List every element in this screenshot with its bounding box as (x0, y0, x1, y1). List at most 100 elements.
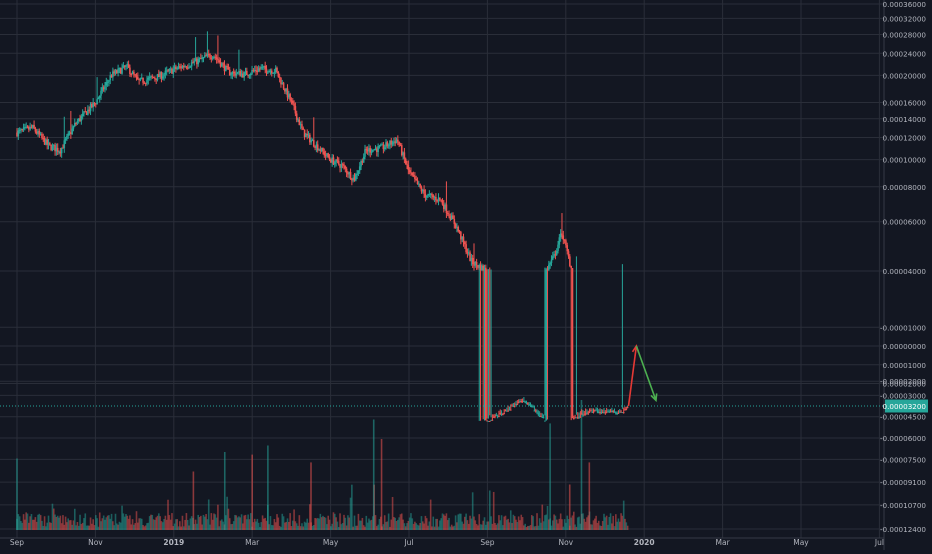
volume-bar (603, 513, 605, 530)
candle-body (116, 70, 118, 73)
candle-body (386, 142, 389, 147)
volume-bar (369, 520, 372, 530)
price-axis[interactable]: 0.00036000 0.00032000 0.00028000 0.00024000… (880, 0, 926, 534)
price-axis-label: -0.00003000 (880, 391, 926, 400)
volume-bar (424, 515, 427, 530)
volume-bar (34, 517, 37, 530)
volume-spike (588, 462, 591, 530)
volume-bar (255, 521, 257, 530)
volume-bar (486, 521, 488, 530)
candle-body (177, 66, 180, 69)
candle-body (418, 183, 420, 185)
volume-bar (578, 516, 580, 530)
candle-body (400, 145, 403, 156)
volume-bar (96, 518, 98, 530)
volume-bar (123, 516, 126, 530)
volume-bar (290, 526, 293, 530)
volume-bar (299, 526, 302, 530)
volume-bar (479, 524, 482, 530)
volume-bar (50, 522, 52, 530)
volume-bar (247, 514, 249, 530)
volume-bar (167, 499, 169, 530)
volume-bar (575, 526, 578, 530)
candle-body (464, 242, 466, 245)
volume-bar (425, 518, 428, 530)
time-axis-label: Jul (403, 538, 413, 547)
volume-bar (414, 521, 416, 530)
candle-body (213, 56, 215, 58)
volume-bar (428, 521, 431, 530)
candle-body (626, 406, 629, 408)
candle-body (563, 239, 566, 241)
candle-body (131, 71, 134, 75)
volume-bar (492, 491, 495, 530)
volume-bar (324, 517, 327, 530)
candle-body (376, 148, 378, 153)
volume-bar (483, 517, 486, 530)
candle-body (243, 71, 245, 78)
volume-bar (172, 526, 175, 530)
candle-body (20, 129, 22, 131)
candle-body (269, 70, 272, 72)
volume-bar (135, 511, 138, 530)
volume-bar (222, 521, 224, 530)
time-axis-label: Mar (245, 538, 260, 547)
volume-bar (210, 513, 213, 530)
volume-bar (114, 513, 117, 530)
candle-body (133, 71, 135, 75)
volume-spike (192, 471, 195, 530)
volume-bar (460, 513, 462, 530)
volume-bar (94, 515, 97, 530)
candle-body (104, 85, 106, 90)
volume-bar (182, 526, 185, 530)
volume-bar (600, 526, 603, 530)
candle-body (282, 82, 285, 89)
time-axis-label: Nov (558, 538, 573, 547)
candle-body (125, 65, 127, 67)
volume-bar (416, 524, 419, 530)
candle-body (559, 233, 562, 238)
candle-body (109, 75, 112, 81)
volume-bar (281, 513, 284, 530)
candle-body (147, 77, 150, 80)
candle-body (373, 149, 375, 151)
candle-body (353, 177, 356, 181)
volume-bar (608, 516, 611, 530)
volume-bar (407, 520, 410, 530)
candle-body (113, 71, 115, 74)
candle-body (428, 193, 431, 195)
volume-bar (423, 523, 425, 530)
candle-body (511, 405, 513, 407)
candle-body (487, 420, 490, 422)
volume-bar (536, 513, 538, 530)
candle-body (309, 134, 311, 143)
volume-bar (151, 514, 154, 530)
volume-bar (458, 513, 461, 530)
candle-body (306, 133, 309, 136)
candle-body (261, 66, 264, 68)
candle-body (515, 404, 517, 406)
candle-body (499, 412, 502, 414)
volume-bar (201, 524, 203, 530)
volume-bar (190, 516, 193, 530)
arrow-up-shaft (635, 345, 657, 401)
candle-body (164, 70, 167, 75)
volume-bar (278, 525, 281, 530)
candle-body (244, 70, 247, 72)
volume-bar (140, 518, 143, 530)
drawing-arrows[interactable] (627, 344, 658, 407)
volume-bar (511, 523, 513, 530)
candle-body (171, 68, 173, 74)
candle-body (272, 72, 274, 74)
volume-bar (590, 524, 592, 530)
time-axis-label: May (323, 538, 339, 547)
candle-body (264, 65, 266, 69)
volume-bar (550, 525, 553, 530)
time-axis[interactable]: Sep Nov 2019 Mar May Jul Sep Nov 2020 Mar May Jul (10, 538, 884, 547)
candle-body (251, 70, 253, 74)
volume-bar (466, 520, 469, 530)
volume-bar (67, 518, 70, 530)
candle-body (562, 235, 565, 240)
